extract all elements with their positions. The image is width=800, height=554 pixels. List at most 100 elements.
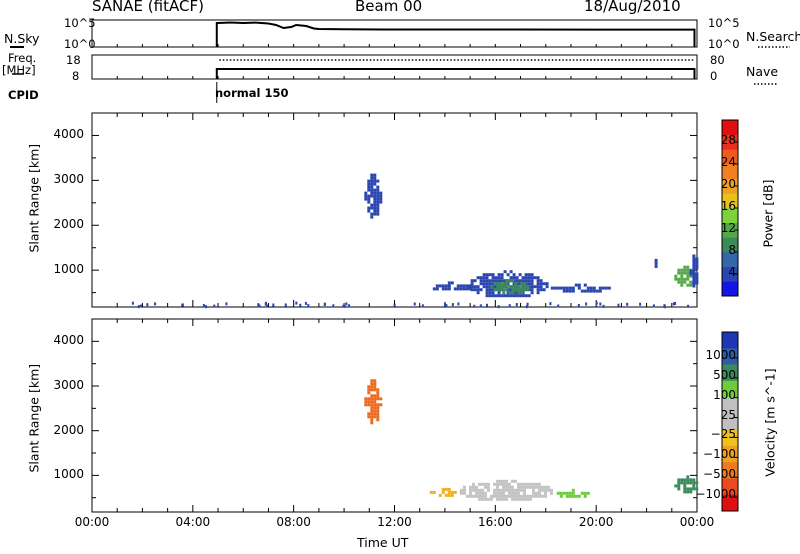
velocity-cell bbox=[535, 494, 538, 498]
velocity-cell bbox=[376, 406, 380, 410]
velocity-cell bbox=[692, 481, 696, 485]
power-cell bbox=[373, 179, 377, 183]
power-cell bbox=[505, 282, 509, 286]
power-cell bbox=[470, 282, 474, 286]
velocity-cell bbox=[493, 488, 496, 492]
power-cell bbox=[550, 286, 554, 290]
velocity-cell bbox=[481, 488, 484, 492]
power-cell bbox=[506, 291, 510, 295]
power-cell bbox=[524, 273, 528, 277]
power-cell bbox=[482, 285, 486, 289]
velocity-colorbar-swatch bbox=[722, 429, 738, 447]
power-cell bbox=[577, 286, 581, 290]
power-cell bbox=[393, 303, 396, 307]
nave-label: Nave bbox=[746, 64, 779, 79]
power-cell bbox=[502, 282, 506, 286]
velocity-cell bbox=[544, 494, 547, 498]
velocity-cell bbox=[544, 491, 547, 495]
power-cell bbox=[499, 285, 503, 289]
velocity-cell bbox=[538, 494, 541, 498]
power-colorbar-swatch bbox=[722, 266, 738, 282]
power-cell bbox=[677, 280, 681, 284]
power-cell bbox=[509, 270, 513, 274]
power-cell bbox=[577, 283, 581, 287]
power-cell bbox=[379, 200, 383, 204]
velocity-cell bbox=[541, 488, 544, 492]
power-cell bbox=[373, 173, 377, 177]
power-cell bbox=[488, 279, 492, 283]
power-cell bbox=[592, 289, 596, 293]
nsky-label: N.Sky bbox=[4, 31, 40, 46]
velocity-cell bbox=[532, 482, 535, 486]
power-cell bbox=[500, 294, 504, 298]
power-cell bbox=[692, 275, 696, 279]
power-cell bbox=[514, 288, 518, 292]
power-cell bbox=[520, 285, 524, 289]
velocity-cell bbox=[370, 400, 374, 404]
velocity-colorbar-tick-label: −1000 bbox=[695, 487, 736, 502]
velocity-cell bbox=[450, 493, 454, 497]
velocity-cell bbox=[532, 494, 535, 498]
velocity-cell bbox=[514, 479, 517, 483]
velocity-cell bbox=[469, 488, 472, 492]
power-cell bbox=[299, 303, 302, 307]
power-cell bbox=[257, 303, 260, 307]
velocity-cell bbox=[550, 491, 553, 495]
power-cell bbox=[497, 276, 501, 280]
velocity-cell bbox=[367, 400, 371, 404]
velocity-cell bbox=[463, 488, 466, 492]
velocity-cell bbox=[370, 406, 374, 410]
power-cell bbox=[599, 302, 602, 306]
power-cell bbox=[379, 191, 383, 195]
power-cell bbox=[674, 277, 678, 281]
power-cell bbox=[680, 283, 684, 287]
power-cell bbox=[602, 304, 605, 308]
power-cell bbox=[502, 285, 506, 289]
velocity-cell bbox=[502, 497, 505, 501]
power-cell bbox=[491, 276, 495, 280]
power-cell bbox=[692, 272, 696, 276]
power-cell bbox=[518, 294, 522, 298]
power-cell bbox=[654, 264, 658, 268]
velocity-cell bbox=[453, 490, 457, 494]
power-cell bbox=[213, 304, 216, 308]
power-cell bbox=[376, 212, 380, 216]
power-cell bbox=[376, 179, 380, 183]
power-cell bbox=[494, 285, 498, 289]
velocity-cell bbox=[370, 397, 374, 401]
velocity-cell bbox=[373, 388, 377, 392]
power-cell bbox=[202, 304, 205, 308]
power-cell bbox=[674, 274, 678, 278]
power-cell bbox=[370, 206, 374, 210]
power-cell bbox=[266, 304, 269, 308]
power-cell bbox=[511, 288, 515, 292]
velocity-colorbar-tick-label: −25 bbox=[710, 427, 736, 442]
power-cell bbox=[264, 302, 267, 306]
velocity-colorbar-swatch bbox=[722, 380, 738, 398]
power-cell bbox=[473, 285, 477, 289]
power-cell bbox=[565, 286, 569, 290]
power-cell bbox=[686, 271, 690, 275]
power-cell bbox=[545, 285, 549, 289]
velocity-cell bbox=[686, 475, 690, 479]
velocity-cell bbox=[511, 479, 514, 483]
power-cell bbox=[503, 279, 507, 283]
velocity-cell bbox=[523, 494, 526, 498]
power-cell bbox=[373, 191, 377, 195]
power-cell bbox=[689, 269, 693, 273]
velocity-cell bbox=[695, 481, 699, 485]
power-colorbar-tick-label: 12 bbox=[720, 221, 736, 235]
velocity-cell bbox=[502, 485, 505, 489]
velocity-cell bbox=[373, 400, 377, 404]
power-cell bbox=[367, 197, 371, 201]
velocity-cell bbox=[529, 497, 532, 501]
power-cell bbox=[488, 285, 492, 289]
velocity-cell bbox=[463, 491, 466, 495]
freq-panel-frame bbox=[91, 54, 698, 80]
velocity-cell bbox=[520, 482, 523, 486]
power-cell bbox=[672, 302, 675, 306]
power-cell bbox=[680, 274, 684, 278]
power-cell bbox=[515, 291, 519, 295]
power-cell bbox=[652, 304, 655, 308]
power-cell bbox=[692, 284, 696, 288]
